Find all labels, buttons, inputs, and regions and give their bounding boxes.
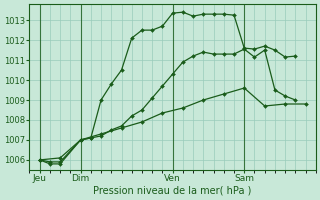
X-axis label: Pression niveau de la mer( hPa ): Pression niveau de la mer( hPa ) <box>93 186 252 196</box>
